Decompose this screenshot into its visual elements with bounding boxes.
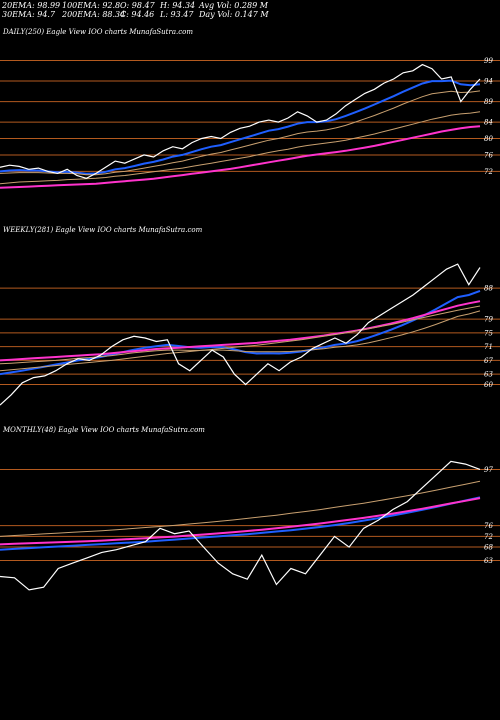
stat-avg-vol: Avg Vol: 0.289 M — [199, 1, 268, 10]
ema-line-1 — [0, 497, 481, 546]
ema-line-2 — [0, 300, 481, 362]
price-line — [0, 263, 481, 406]
stat-30ema: 30EMA: 94.7 — [2, 10, 56, 19]
stat-high: H: 94.34 — [160, 1, 196, 10]
stat-day-vol: Day Vol: 0.147 M — [199, 10, 269, 19]
ema-line-2 — [0, 111, 481, 185]
daily-chart: 99 94 89 84 80 76 72 — [0, 57, 500, 189]
stat-20ema: 20EMA: 98.99 — [2, 1, 61, 10]
y-tick-label-3: 68 — [484, 544, 493, 552]
y-tick-label-3: 71 — [484, 343, 493, 351]
monthly-chart: 97 76 72 68 63 — [0, 460, 500, 591]
y-tick-label-2: 75 — [484, 329, 493, 337]
stat-200ema: 200EMA: 88.34 — [62, 10, 126, 19]
y-tick-label-0: 97 — [484, 466, 493, 474]
ema-line-3 — [0, 125, 481, 189]
y-tick-label-4: 63 — [484, 557, 493, 565]
y-tick-label-0: 88 — [484, 285, 493, 293]
stat-100ema: 100EMA: 92.8 — [62, 1, 121, 10]
stat-open: O: 98.47 — [120, 1, 155, 10]
y-tick-label-2: 72 — [484, 533, 493, 541]
daily-chart-label: DAILY(250) Eagle View IOO charts MunafaS… — [3, 28, 194, 36]
y-tick-label-4: 80 — [484, 135, 493, 143]
ema-line-1 — [0, 90, 481, 176]
daily-chart-panel: 99 94 89 84 80 76 72 DAILY(250) Eagle View IOO… — [0, 28, 500, 200]
weekly-chart-panel: 88 79 75 71 67 63 60 WEEKLY(281) Eagle View IO… — [0, 226, 500, 416]
ema-line-1 — [0, 310, 481, 365]
ema-line-3 — [0, 305, 481, 372]
y-tick-label-5: 63 — [484, 371, 493, 379]
header-stats: 20EMA: 98.99 100EMA: 92.8 O: 98.47 H: 94… — [0, 0, 500, 22]
y-tick-label-0: 99 — [484, 57, 493, 65]
ema-line-0 — [0, 79, 481, 175]
y-tick-label-1: 94 — [484, 78, 493, 86]
weekly-chart: 88 79 75 71 67 63 60 — [0, 263, 500, 406]
monthly-chart-label: MONTHLY(48) Eagle View IOO charts Munafa… — [3, 426, 205, 434]
weekly-chart-label: WEEKLY(281) Eagle View IOO charts Munafa… — [3, 226, 203, 234]
y-tick-label-6: 72 — [484, 168, 493, 176]
y-tick-label-2: 89 — [484, 98, 493, 106]
y-tick-label-5: 76 — [484, 151, 493, 159]
price-line — [0, 460, 481, 591]
y-tick-label-6: 60 — [484, 381, 493, 389]
stat-close: C: 94.46 — [120, 10, 155, 19]
monthly-chart-panel: 97 76 72 68 63 MONTHLY(48) Eagle View IOO ch… — [0, 426, 500, 626]
price-line — [0, 63, 481, 179]
y-tick-label-1: 76 — [484, 522, 493, 530]
ema-line-0 — [0, 496, 481, 551]
y-tick-label-1: 79 — [484, 316, 493, 324]
ema-line-2 — [0, 480, 481, 537]
y-tick-label-4: 67 — [484, 357, 493, 365]
stat-low: L: 93.47 — [160, 10, 194, 19]
y-tick-label-3: 84 — [484, 119, 493, 127]
